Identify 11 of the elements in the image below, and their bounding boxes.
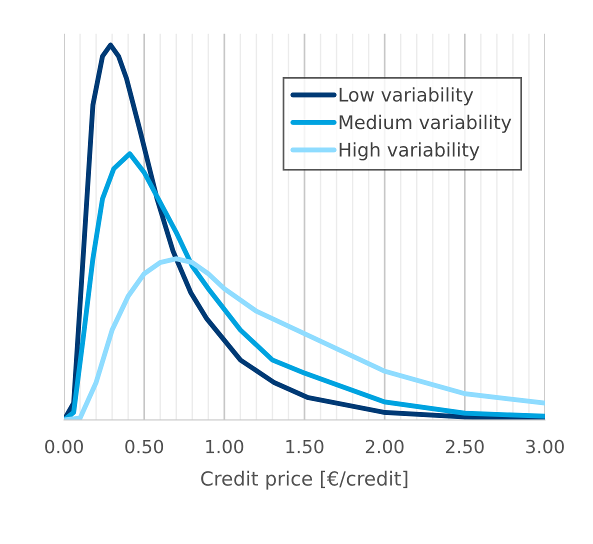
x-tick-label: 2.00	[366, 440, 404, 454]
x-tick-label: 0.50	[125, 440, 164, 454]
x-tick-label: 1.00	[206, 440, 244, 454]
legend-label: Low variability	[340, 87, 474, 106]
x-tick-label: 3.00	[526, 440, 564, 454]
legend-label: High variability	[340, 142, 480, 160]
x-tick-label: 2.50	[446, 440, 484, 454]
legend-label: Medium variability	[340, 114, 512, 133]
x-tick-label: 0.00	[45, 440, 83, 454]
x-tick-label: 1.50	[286, 440, 324, 454]
x-axis-title: Credit price [€/credit]	[201, 470, 408, 490]
